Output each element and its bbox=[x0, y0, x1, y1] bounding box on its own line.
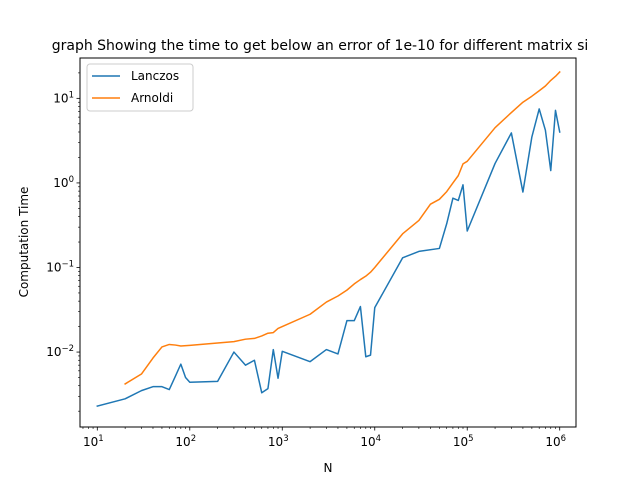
legend-label-arnoldi: Arnoldi bbox=[131, 91, 173, 105]
legend: Lanczos Arnoldi bbox=[86, 63, 194, 112]
series-line-lanczos bbox=[96, 108, 561, 407]
series-line-arnoldi bbox=[124, 70, 561, 385]
series-layer bbox=[96, 70, 561, 407]
x-axis-label: N bbox=[324, 461, 333, 475]
chart-title: graph Showing the time to get below an e… bbox=[52, 38, 589, 54]
plot-frame bbox=[79, 57, 577, 428]
legend-label-lanczos: Lanczos bbox=[131, 69, 179, 83]
y-axis-label: Computation Time bbox=[17, 187, 31, 298]
